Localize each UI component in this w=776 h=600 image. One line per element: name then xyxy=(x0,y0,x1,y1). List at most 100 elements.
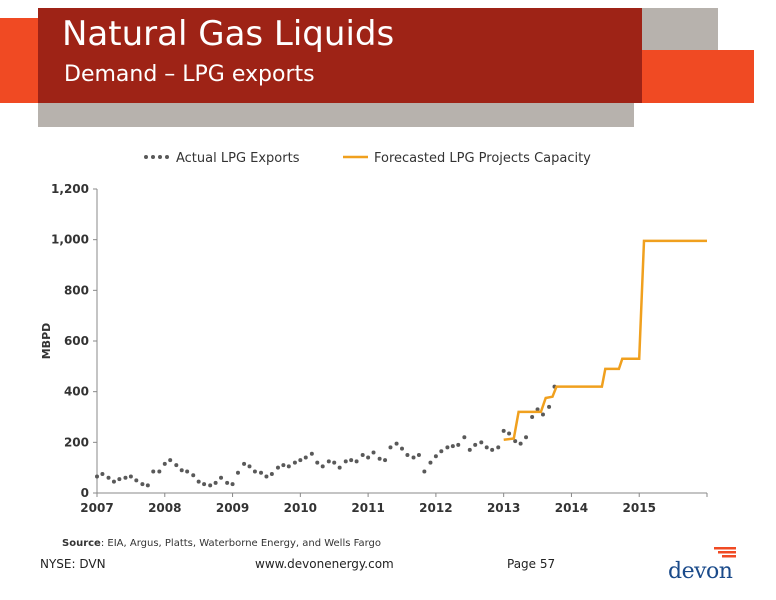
actual-data-point xyxy=(275,465,280,470)
actual-data-point xyxy=(196,479,201,484)
actual-data-point xyxy=(292,460,297,465)
devon-logo: devon xyxy=(668,545,748,585)
legend-marker-actual xyxy=(144,155,169,159)
y-ticks: 0 200 400 600 800 1,000 1,200 xyxy=(51,182,97,500)
y-tick-label: 1,200 xyxy=(51,182,89,196)
actual-data-point xyxy=(343,459,348,464)
x-tick-label: 2014 xyxy=(555,501,588,515)
actual-data-point xyxy=(360,453,365,457)
actual-data-point xyxy=(235,470,240,475)
actual-data-point xyxy=(191,473,196,478)
logo-text: devon xyxy=(668,559,733,584)
source-text: : EIA, Argus, Platts, Waterborne Energy,… xyxy=(100,538,381,549)
actual-data-point xyxy=(349,458,354,463)
actual-data-point xyxy=(439,449,444,454)
actual-data-point xyxy=(416,453,421,457)
y-tick-label: 1,000 xyxy=(51,233,89,247)
actual-data-point xyxy=(326,459,331,464)
actual-data-point xyxy=(535,407,540,412)
actual-data-point xyxy=(501,428,506,433)
page-subtitle: Demand – LPG exports xyxy=(64,62,315,87)
accent-gray-block-top xyxy=(642,8,718,50)
series-actual-lpg-exports xyxy=(95,384,557,488)
actual-data-point xyxy=(513,439,518,444)
actual-data-point xyxy=(145,483,150,488)
actual-data-point xyxy=(507,431,512,436)
actual-data-point xyxy=(445,445,450,450)
actual-data-point xyxy=(123,475,128,480)
actual-data-point xyxy=(111,479,116,484)
actual-data-point xyxy=(95,474,99,479)
x-tick-label: 2012 xyxy=(419,501,452,515)
x-tick-label: 2010 xyxy=(284,501,317,515)
y-axis-label: MBPD xyxy=(40,323,53,360)
actual-data-point xyxy=(530,415,535,419)
actual-data-point xyxy=(371,450,376,455)
actual-data-point xyxy=(315,460,320,465)
actual-data-point xyxy=(490,447,495,452)
x-tick-label: 2008 xyxy=(148,501,181,515)
actual-data-point xyxy=(106,475,111,480)
actual-data-point xyxy=(264,474,269,479)
actual-data-point xyxy=(456,442,461,447)
actual-data-point xyxy=(377,456,382,461)
page-title: Natural Gas Liquids xyxy=(62,14,395,54)
x-tick-label: 2015 xyxy=(623,501,656,515)
actual-data-point xyxy=(185,469,190,474)
actual-data-point xyxy=(128,474,133,479)
actual-data-point xyxy=(524,435,529,440)
accent-gray-bar-bottom xyxy=(38,103,634,127)
actual-data-point xyxy=(100,472,105,476)
actual-data-point xyxy=(242,461,247,466)
actual-data-point xyxy=(230,482,235,487)
actual-data-point xyxy=(213,480,218,485)
actual-data-point xyxy=(400,446,404,451)
actual-data-point xyxy=(151,469,156,474)
logo-stripes-icon xyxy=(714,547,736,558)
actual-data-point xyxy=(134,478,139,483)
actual-data-point xyxy=(225,480,230,485)
y-tick-label: 0 xyxy=(81,486,89,500)
actual-data-point xyxy=(433,454,438,459)
actual-data-point xyxy=(337,465,342,470)
footer-ticker: NYSE: DVN xyxy=(40,557,106,571)
accent-red-block-right xyxy=(642,50,754,103)
actual-data-point xyxy=(422,469,427,474)
actual-data-point xyxy=(286,464,291,469)
actual-data-point xyxy=(247,464,252,469)
actual-data-point xyxy=(450,444,455,449)
actual-data-point xyxy=(219,475,224,480)
actual-data-point xyxy=(174,463,179,468)
x-tick-label: 2009 xyxy=(216,501,249,515)
header-band xyxy=(38,8,642,103)
actual-data-point xyxy=(411,455,416,460)
actual-data-point xyxy=(518,441,523,446)
actual-data-point xyxy=(259,470,264,475)
actual-data-point xyxy=(366,455,371,460)
actual-data-point xyxy=(140,482,145,487)
actual-data-point xyxy=(484,445,489,450)
actual-data-point xyxy=(473,442,478,447)
actual-data-point xyxy=(281,463,286,468)
y-tick-label: 800 xyxy=(64,283,89,297)
x-ticks: 2007 2008 2009 2010 2011 2012 2013 2014 2015 xyxy=(80,493,708,515)
source-label: Source xyxy=(62,538,101,549)
actual-data-point xyxy=(462,435,467,440)
legend-label-actual: Actual LPG Exports xyxy=(176,151,300,166)
actual-data-point xyxy=(320,464,325,469)
actual-data-point xyxy=(303,455,308,460)
actual-data-point xyxy=(202,482,207,487)
actual-data-point xyxy=(405,453,410,457)
actual-data-point xyxy=(157,469,162,474)
actual-data-point xyxy=(354,459,359,464)
actual-data-point xyxy=(179,468,184,473)
actual-data-point xyxy=(162,461,167,466)
actual-data-point xyxy=(208,483,213,488)
actual-data-point xyxy=(309,451,314,456)
actual-data-point xyxy=(117,477,122,482)
legend-label-forecast: Forecasted LPG Projects Capacity xyxy=(374,151,591,166)
chart-legend: Actual LPG Exports Forecasted LPG Projec… xyxy=(144,151,591,166)
footer-url[interactable]: www.devonenergy.com xyxy=(255,557,394,571)
actual-data-point xyxy=(540,412,545,417)
actual-data-point xyxy=(298,458,303,463)
